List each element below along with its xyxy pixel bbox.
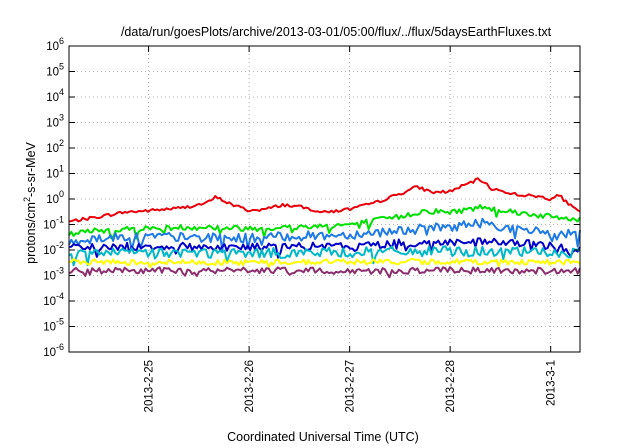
y-tick-exp: 0 (59, 189, 64, 199)
y-tick-exp: 3 (59, 113, 64, 123)
chart-title: /data/run/goesPlots/archive/2013-03-01/0… (121, 25, 552, 39)
x-tick-label: 2013-2-27 (345, 360, 357, 412)
series-line (68, 245, 581, 267)
series-line (68, 204, 581, 240)
y-tick-label: 105 (46, 62, 64, 79)
series-line (68, 177, 581, 223)
y-tick-base: 10 (43, 347, 56, 359)
series-line (68, 217, 581, 252)
y-tick-label: 10-3 (43, 266, 64, 283)
y-tick-label: 103 (46, 113, 64, 130)
y-tick-label: 10-4 (43, 291, 64, 308)
x-tick-label: 2013-3-1 (546, 360, 558, 406)
y-tick-exp: 5 (59, 62, 64, 72)
y-axis-ticks: 10-610-510-410-310-210-11001011021031041… (43, 36, 580, 359)
y-tick-exp: 4 (59, 87, 64, 97)
y-tick-base: 10 (46, 67, 59, 79)
x-tick-label: 2013-2-28 (445, 360, 457, 412)
y-tick-exp: -4 (56, 291, 64, 301)
x-axis-ticks: 2013-2-25 2013-2-26 2013-2-27 2013-2-28 2013… (144, 46, 558, 412)
y-tick-exp: -5 (56, 317, 64, 327)
y-tick-label: 101 (46, 164, 64, 181)
y-tick-label: 106 (46, 36, 64, 53)
y-tick-label: 10-1 (43, 215, 64, 232)
y-tick-base: 10 (43, 245, 56, 257)
y-tick-exp: -2 (56, 240, 64, 250)
x-axis-label: Coordinated Universal Time (UTC) (227, 430, 419, 444)
y-tick-exp: -6 (56, 342, 64, 352)
y-axis-label-rest: -s-sr-MeV (24, 141, 38, 197)
y-tick-base: 10 (46, 41, 59, 53)
y-tick-base: 10 (43, 271, 56, 283)
y-tick-exp: 1 (59, 164, 64, 174)
y-tick-label: 10-2 (43, 240, 64, 257)
x-tick-label: 2013-2-26 (244, 360, 256, 412)
y-axis-label-main: protons/cm (24, 202, 38, 264)
y-tick-base: 10 (43, 322, 56, 334)
grid (69, 46, 580, 352)
y-axis-label: protons/cm2-s-sr-MeV (22, 141, 38, 263)
y-tick-label: 100 (46, 189, 64, 206)
series-line (68, 266, 581, 279)
y-tick-label: 10-6 (43, 342, 64, 359)
y-tick-exp: -3 (56, 266, 64, 276)
y-tick-label: 104 (46, 87, 64, 104)
y-tick-base: 10 (46, 118, 59, 130)
y-tick-base: 10 (43, 220, 56, 232)
y-tick-exp: -1 (56, 215, 64, 225)
series-line (68, 257, 581, 269)
y-axis-label-sup: 2 (22, 197, 32, 202)
y-tick-base: 10 (46, 92, 59, 104)
y-tick-exp: 2 (59, 138, 64, 148)
y-tick-base: 10 (43, 296, 56, 308)
y-tick-base: 10 (46, 169, 59, 181)
x-tick-label: 2013-2-25 (144, 360, 156, 412)
y-tick-exp: 6 (59, 36, 64, 46)
y-tick-base: 10 (46, 194, 59, 206)
y-tick-label: 102 (46, 138, 64, 155)
series-group (68, 177, 581, 279)
y-tick-label: 10-5 (43, 317, 64, 334)
y-tick-base: 10 (46, 143, 59, 155)
